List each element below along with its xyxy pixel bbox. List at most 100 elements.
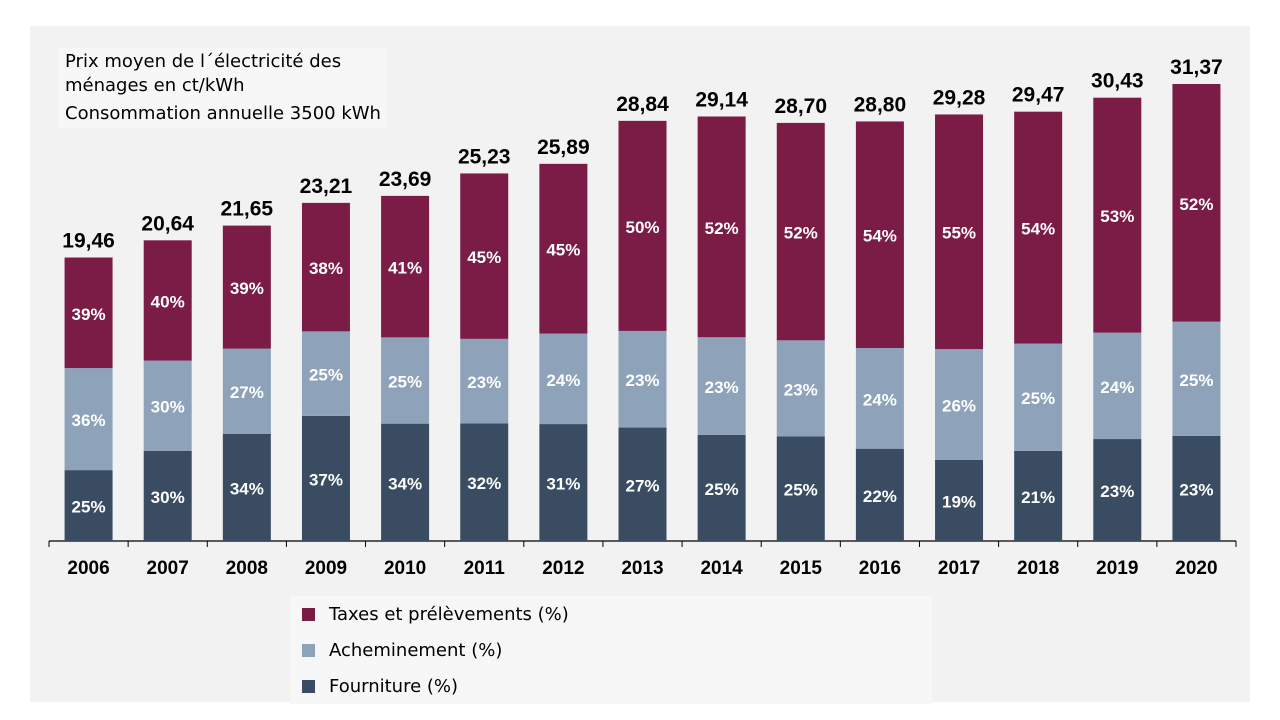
segment-percent-label: 54% xyxy=(863,227,897,246)
bar-segment-taxes xyxy=(381,195,430,338)
segment-percent-label: 55% xyxy=(942,224,976,243)
x-tick-label: 2018 xyxy=(1017,558,1059,579)
bar-segment-fourniture xyxy=(1172,435,1221,541)
segment-percent-label: 45% xyxy=(546,241,580,260)
segment-percent-label: 21% xyxy=(1021,488,1055,507)
bar-segment-acheminement xyxy=(935,349,984,460)
segment-percent-label: 53% xyxy=(1100,207,1134,226)
segment-percent-label: 25% xyxy=(72,498,106,517)
segment-percent-label: 23% xyxy=(705,378,739,397)
legend-swatch-fourniture xyxy=(302,679,315,693)
x-tick-label: 2014 xyxy=(700,558,743,579)
bar-segment-taxes xyxy=(697,116,746,338)
chart-subtitle: Consommation annuelle 3500 kWh xyxy=(65,103,381,124)
bar-segment-acheminement xyxy=(1093,332,1142,440)
segment-percent-label: 52% xyxy=(705,219,739,238)
segment-percent-label: 50% xyxy=(625,218,659,237)
segment-percent-label: 32% xyxy=(467,474,501,493)
legend-swatch-acheminement xyxy=(302,643,315,657)
bar-segment-acheminement xyxy=(539,333,588,425)
x-tick-label: 2010 xyxy=(384,558,426,579)
bar-segment-acheminement xyxy=(855,348,904,449)
legend-swatch-taxes xyxy=(302,607,315,621)
segment-percent-label: 27% xyxy=(625,476,659,495)
bar-segment-taxes xyxy=(776,122,825,341)
bar-segment-taxes xyxy=(855,121,904,349)
total-value-label: 31,37 xyxy=(1170,56,1223,79)
segment-percent-label: 52% xyxy=(1179,195,1213,214)
bar-segment-acheminement xyxy=(460,338,509,424)
segment-percent-label: 25% xyxy=(1021,389,1055,408)
bar-segment-taxes xyxy=(935,114,984,350)
legend-item-taxes: Taxes et prélèvements (%) xyxy=(290,596,933,632)
chart-title-block: Prix moyen de l´électricité des ménages … xyxy=(58,48,387,128)
total-value-label: 23,21 xyxy=(300,175,353,198)
total-value-label: 25,23 xyxy=(458,145,511,168)
chart-title-box: Prix moyen de l´électricité des ménages … xyxy=(58,48,387,128)
bar-segment-taxes xyxy=(64,257,113,369)
segment-percent-label: 23% xyxy=(784,380,818,399)
bar-segment-acheminement xyxy=(301,331,350,416)
bar-segment-taxes xyxy=(460,173,509,339)
bar-segment-acheminement xyxy=(776,340,825,437)
segment-percent-label: 23% xyxy=(467,373,501,392)
bar-segment-taxes xyxy=(618,120,667,331)
x-tick-label: 2008 xyxy=(226,558,268,579)
bar-segment-fourniture xyxy=(618,427,667,541)
bar-segment-acheminement xyxy=(64,368,113,471)
legend-item-acheminement: Acheminement (%) xyxy=(290,632,933,668)
x-tick-label: 2009 xyxy=(305,558,347,579)
legend-label-fourniture: Fourniture (%) xyxy=(329,675,459,697)
chart-title-line-1: Prix moyen de l´électricité des xyxy=(65,51,342,72)
segment-percent-label: 38% xyxy=(309,259,343,278)
segment-percent-label: 26% xyxy=(942,397,976,416)
total-value-label: 20,64 xyxy=(141,212,194,235)
bar-segment-acheminement xyxy=(618,330,667,428)
bar-segment-fourniture xyxy=(1014,450,1063,541)
segment-percent-label: 25% xyxy=(784,481,818,500)
total-value-label: 30,43 xyxy=(1091,70,1144,93)
bar-segment-acheminement xyxy=(222,348,271,434)
segment-percent-label: 19% xyxy=(942,492,976,511)
segment-percent-label: 34% xyxy=(388,474,422,493)
legend: Taxes et prélèvements (%) Acheminement (… xyxy=(290,596,933,704)
bar-segment-taxes xyxy=(143,240,192,361)
bar-segment-acheminement xyxy=(697,337,746,435)
total-value-label: 28,70 xyxy=(774,95,827,118)
total-value-label: 25,89 xyxy=(537,136,590,159)
segment-percent-label: 23% xyxy=(1100,482,1134,501)
bar-segment-fourniture xyxy=(143,450,192,541)
bar-segment-taxes xyxy=(1093,97,1142,333)
bar-segment-fourniture xyxy=(539,424,588,541)
total-value-label: 19,46 xyxy=(62,230,115,253)
segment-percent-label: 52% xyxy=(784,224,818,243)
segment-percent-label: 30% xyxy=(151,488,185,507)
segment-percent-label: 25% xyxy=(705,480,739,499)
total-value-label: 29,14 xyxy=(695,88,748,111)
segment-percent-label: 22% xyxy=(863,487,897,506)
bar-segment-fourniture xyxy=(1093,439,1142,541)
bar-segment-fourniture xyxy=(301,415,350,541)
bar-segment-taxes xyxy=(1172,84,1221,322)
segment-percent-label: 31% xyxy=(546,475,580,494)
segment-percent-label: 25% xyxy=(1179,371,1213,390)
x-tick-label: 2013 xyxy=(621,558,663,579)
bar-segment-fourniture xyxy=(935,459,984,541)
segment-percent-label: 37% xyxy=(309,470,343,489)
bar-segment-taxes xyxy=(301,202,350,332)
bar-segment-fourniture xyxy=(222,433,271,541)
segment-percent-label: 45% xyxy=(467,248,501,267)
segment-percent-label: 24% xyxy=(863,390,897,409)
segment-percent-label: 40% xyxy=(151,292,185,311)
segment-percent-label: 39% xyxy=(72,305,106,324)
x-tick-label: 2007 xyxy=(147,558,189,579)
segment-percent-label: 23% xyxy=(1179,480,1213,499)
x-tick-label: 2019 xyxy=(1096,558,1138,579)
bar-segment-taxes xyxy=(222,225,271,349)
bar-segment-fourniture xyxy=(460,423,509,541)
segment-percent-label: 25% xyxy=(388,373,422,392)
legend-label-taxes: Taxes et prélèvements (%) xyxy=(329,603,569,625)
x-tick-label: 2011 xyxy=(464,558,506,579)
